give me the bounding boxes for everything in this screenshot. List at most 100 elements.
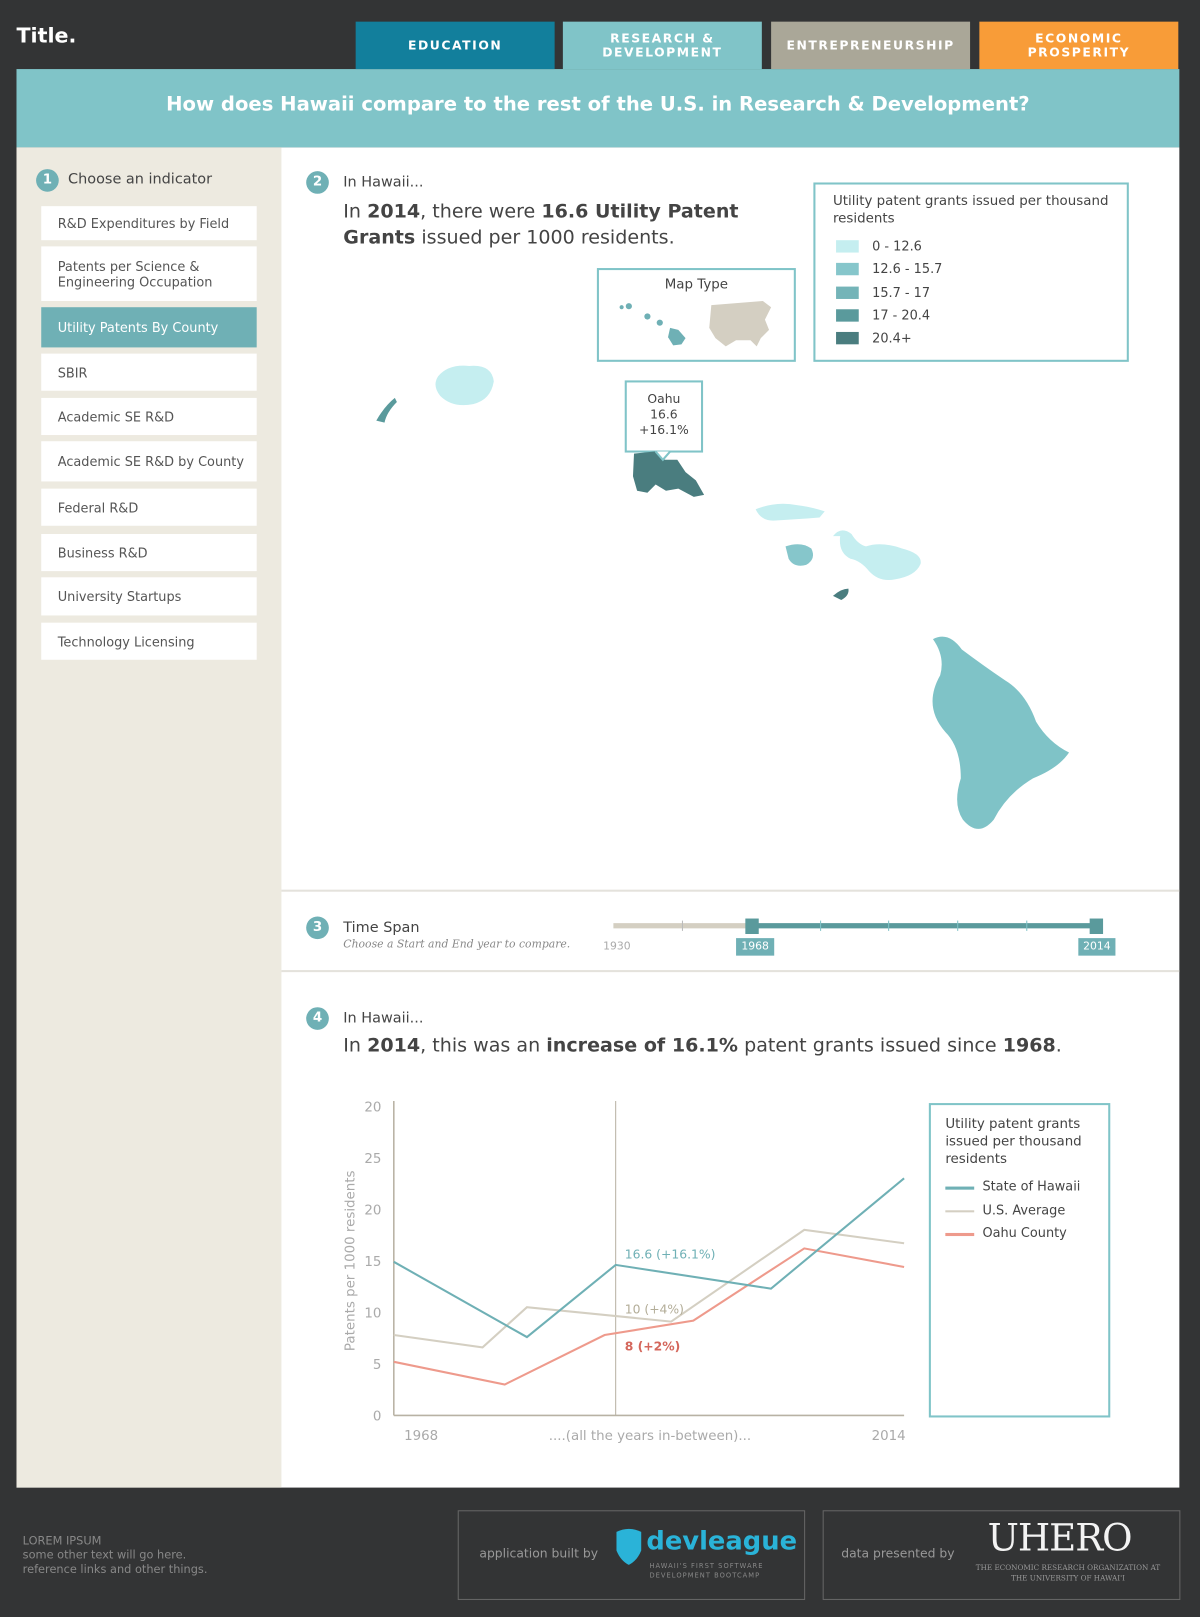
separator: [281, 970, 1180, 973]
time-span-subtitle: Choose a Start and End year to compare.: [343, 938, 571, 951]
statement-part: , there were: [420, 201, 542, 223]
legend-line: [945, 1186, 975, 1190]
app-title: Title.: [16, 22, 77, 48]
annotation: 10 (+4%): [625, 1302, 684, 1316]
series-line: [393, 1228, 905, 1349]
map-type-hawaii-icon[interactable]: [619, 303, 686, 346]
island-molokai[interactable]: [755, 503, 825, 521]
tooltip-box: [624, 380, 704, 453]
tooltip-line: 16.6: [650, 407, 678, 422]
indicator-item[interactable]: Business R&D: [41, 534, 257, 572]
y-tick-label: 10: [364, 1306, 381, 1321]
credit-brand: UHERO: [987, 1517, 1133, 1560]
island-maui[interactable]: [832, 530, 921, 581]
slider-min-label: 1930: [603, 940, 631, 953]
indicator-item[interactable]: Patents per Science & Engineering Occupa…: [41, 246, 257, 302]
credit-tagline: THE ECONOMIC RESEARCH ORGANIZATION AT TH…: [975, 1563, 1161, 1583]
footer-note: LOREM IPSUM: [22, 1533, 102, 1548]
credit-brand: devleague: [646, 1525, 798, 1556]
x-axis-note: ....(all the years in-between)...: [549, 1429, 751, 1444]
map-legend-title: Utility patent grants issued per thousan…: [832, 193, 1109, 227]
credit-tagline: HAWAII'S FIRST SOFTWARE DEVELOPMENT BOOT…: [649, 1561, 764, 1580]
legend-label: 20.4+: [872, 330, 912, 346]
credit-caption: application built by: [479, 1546, 599, 1561]
footer-note: reference links and other things.: [22, 1562, 208, 1577]
chart-legend-box: [928, 1103, 1111, 1418]
step-number: 2: [306, 171, 329, 194]
y-tick-label: 5: [373, 1358, 382, 1373]
annotation: 8 (+2%): [625, 1339, 681, 1353]
statement-part: 2014: [367, 201, 421, 223]
y-tick-label: 25: [364, 1152, 381, 1167]
x-tick-label: 2014: [872, 1429, 906, 1444]
indicator-item[interactable]: Federal R&D: [41, 488, 257, 526]
y-tick-label: 15: [364, 1255, 381, 1270]
legend-line: [945, 1232, 975, 1236]
legend-swatch: [836, 332, 859, 345]
legend-swatch: [836, 240, 859, 253]
tab[interactable]: ENTREPRENEURSHIP: [771, 21, 971, 70]
tooltip-line: Oahu: [647, 391, 681, 407]
indicator-item[interactable]: Utility Patents By County: [41, 307, 257, 348]
statement-part: In: [343, 201, 368, 223]
indicator-item[interactable]: University Startups: [41, 577, 257, 616]
tooltip-pointer: [654, 450, 671, 462]
map-type-box: [596, 268, 796, 362]
statement-part: In: [343, 1035, 368, 1057]
indicator-item[interactable]: Technology Licensing: [41, 622, 257, 660]
banner-bg: [16, 69, 1180, 148]
legend-label: Oahu County: [982, 1224, 1067, 1241]
legend-label: 15.7 - 17: [872, 284, 931, 300]
series-line: [393, 1247, 905, 1386]
indicator-item[interactable]: SBIR: [41, 353, 257, 391]
tooltip-line: +16.1%: [639, 422, 689, 438]
tab[interactable]: EDUCATION: [355, 21, 555, 70]
section-intro: In Hawaii...: [343, 1010, 424, 1027]
statement-part: patent grants issued since: [738, 1035, 1003, 1057]
island-oahu[interactable]: [632, 451, 705, 497]
legend-swatch: [836, 309, 859, 322]
island-kauai: [435, 365, 494, 406]
x-tick-label: 1968: [404, 1429, 438, 1444]
step-number: 1: [36, 169, 59, 192]
legend-label: 17 - 20.4: [872, 307, 931, 323]
credit-box: [457, 1510, 806, 1600]
credit-caption: data presented by: [841, 1546, 955, 1561]
time-slider[interactable]: [613, 918, 1116, 956]
credit-box: [822, 1510, 1181, 1600]
indicator-item[interactable]: Academic SE R&D: [41, 397, 257, 436]
tab[interactable]: RESEARCH & DEVELOPMENT: [562, 21, 762, 70]
y-tick-label: 20: [364, 1203, 381, 1218]
separator: [281, 889, 1180, 892]
slider-end-label: 2014: [1083, 940, 1111, 953]
map-type-us-icon[interactable]: [709, 301, 772, 347]
statement: In 2014, this was an increase of 16.1% p…: [343, 1033, 1147, 1059]
island-hawaii[interactable]: [932, 636, 1070, 829]
footer-note: some other text will go here.: [22, 1548, 187, 1562]
island-kahoolawe[interactable]: [832, 588, 849, 600]
legend-label: 0 - 12.6: [872, 238, 922, 254]
statement-part: increase of 16.1%: [546, 1035, 739, 1057]
indicator-item[interactable]: Academic SE R&D by County: [41, 441, 257, 482]
island-niihau: [376, 397, 397, 423]
map-type-title: Map Type: [664, 277, 729, 293]
statement-part: 2014: [367, 1035, 421, 1057]
statement-part: , this was an: [420, 1035, 547, 1057]
sidebar-heading: Choose an indicator: [68, 171, 213, 188]
legend-label: 12.6 - 15.7: [872, 261, 943, 277]
tab[interactable]: ECONOMIC PROSPERITY: [979, 21, 1179, 70]
indicator-item[interactable]: R&D Expenditures by Field: [41, 206, 257, 241]
legend-line: [945, 1209, 975, 1213]
statement-part: 16.6 Utility Patent Grants: [343, 201, 739, 249]
island-lanai[interactable]: [785, 544, 814, 566]
map-legend-box: [813, 182, 1129, 362]
statement-part: issued per 1000 residents.: [415, 226, 675, 249]
statement-part: 1968: [1002, 1035, 1056, 1057]
legend-swatch: [836, 286, 859, 299]
statement: In 2014, there were 16.6 Utility Patent …: [343, 199, 797, 251]
y-tick-label: 0: [373, 1410, 382, 1425]
statement-part: .: [1055, 1035, 1062, 1057]
